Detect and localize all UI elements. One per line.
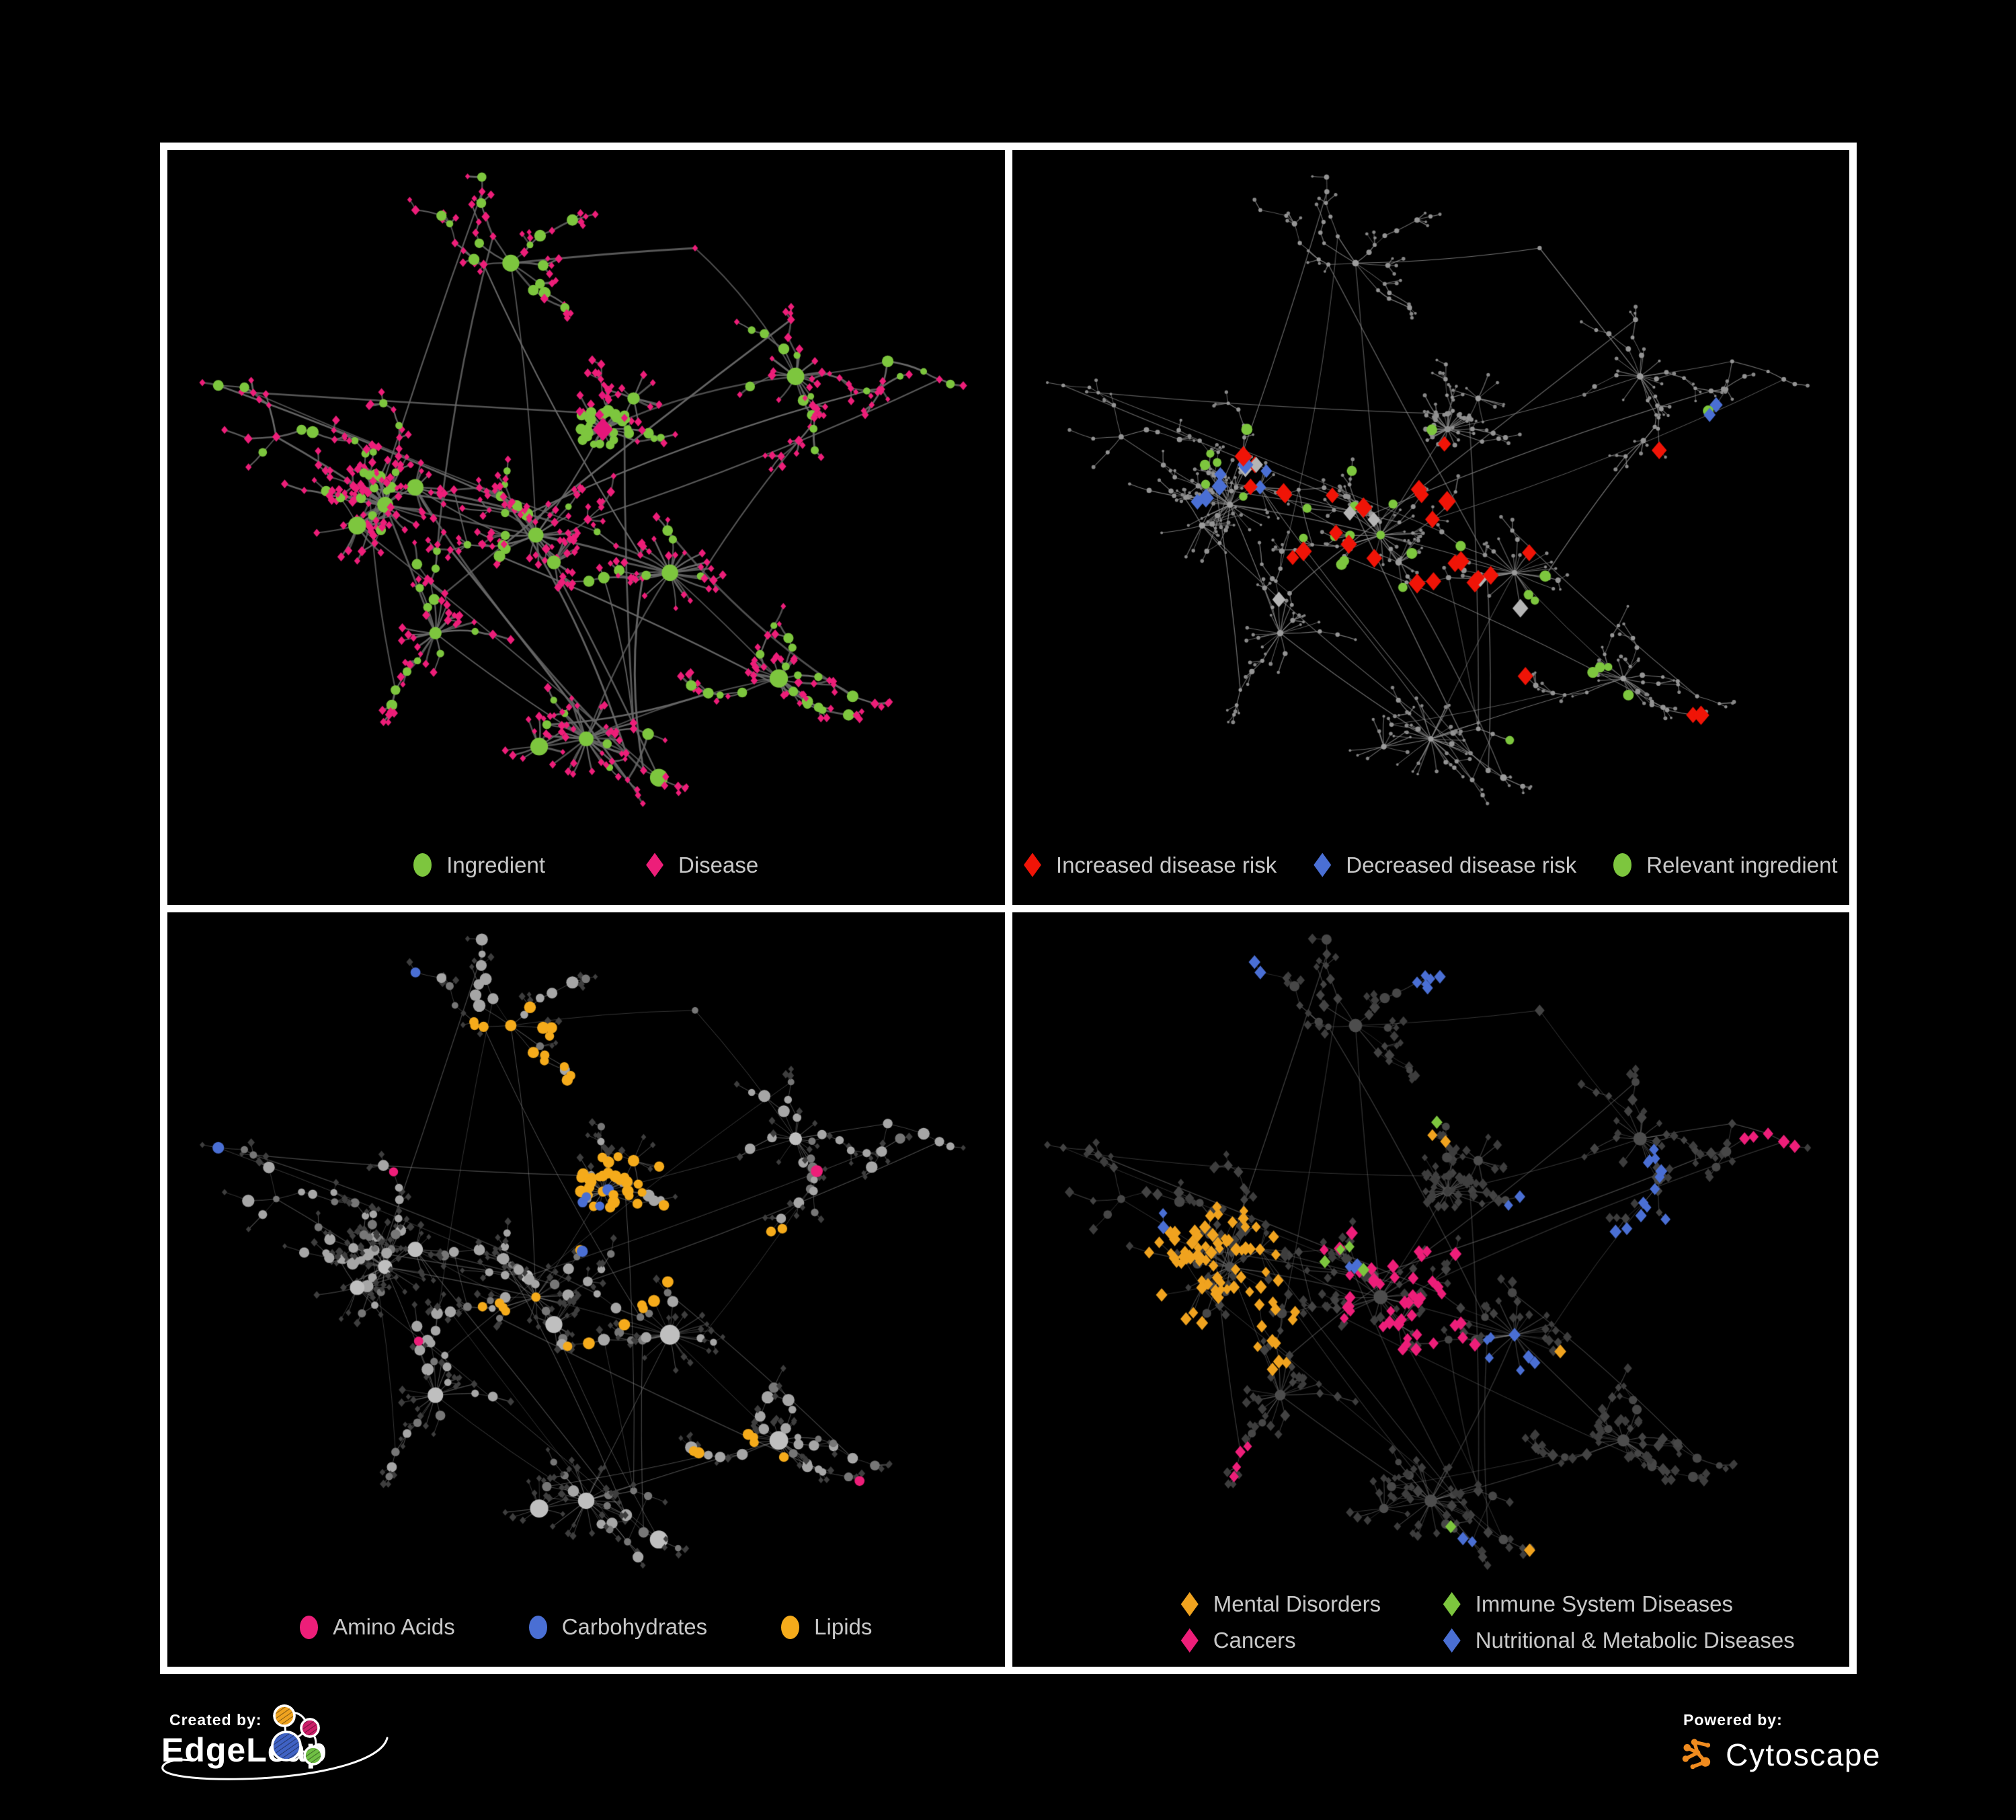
edgeleap-network-icon xyxy=(271,1704,323,1766)
legend-item: Carbohydrates xyxy=(528,1614,708,1640)
legend-diamond-icon xyxy=(646,853,664,877)
network-canvas-disease-class xyxy=(1012,912,1849,1667)
panel-ingredient-disease: Ingredient Disease xyxy=(167,150,1005,905)
legend-item: Nutritional & Metabolic Diseases xyxy=(1443,1628,1795,1653)
legend-item: Mental Disorders xyxy=(1180,1591,1443,1617)
panel-grid: Ingredient Disease Increased disease risk… xyxy=(160,143,1857,1674)
legend-diamond-icon xyxy=(1314,853,1332,877)
legend-disease-class: Mental Disorders Immune System Diseases Ca… xyxy=(1127,1591,1850,1653)
legend-label: Cancers xyxy=(1213,1628,1296,1653)
network-canvas-nutrient-class xyxy=(167,912,1005,1667)
panel-disease-risk: Increased disease risk Decreased disease … xyxy=(1012,150,1850,905)
legend-circle-icon xyxy=(781,1615,800,1639)
legend-diamond-icon xyxy=(1443,1592,1461,1616)
legend-label: Nutritional & Metabolic Diseases xyxy=(1475,1628,1795,1653)
legend-item: Immune System Diseases xyxy=(1443,1591,1795,1617)
legend-item: Increased disease risk xyxy=(1023,852,1277,878)
legend-label: Increased disease risk xyxy=(1055,852,1277,877)
edgeleap-wordmark: EdgeLeap xyxy=(161,1731,327,1769)
legend-label: Carbohydrates xyxy=(561,1614,708,1639)
legend-label: Lipids xyxy=(814,1614,873,1639)
legend-item: Cancers xyxy=(1180,1628,1443,1653)
legend-item: Decreased disease risk xyxy=(1314,853,1576,878)
network-canvas-ingredient-disease xyxy=(167,150,1005,905)
legend-ingredient-disease: Ingredient Disease xyxy=(167,853,1005,878)
legend-circle-icon xyxy=(300,1615,319,1639)
legend-label: Mental Disorders xyxy=(1213,1591,1381,1616)
legend-diamond-icon xyxy=(1180,1628,1199,1653)
created-by-label: Created by: xyxy=(169,1711,262,1729)
cytoscape-wordmark: Cytoscape xyxy=(1726,1737,1881,1772)
cytoscape-logo-icon xyxy=(1682,1739,1711,1770)
legend-label: Immune System Diseases xyxy=(1475,1591,1734,1616)
legend-item: Relevant ingredient xyxy=(1613,852,1838,878)
network-canvas-disease-risk xyxy=(1012,150,1849,905)
legend-label: Relevant ingredient xyxy=(1646,852,1838,877)
legend-diamond-icon xyxy=(1443,1628,1461,1653)
legend-label: Decreased disease risk xyxy=(1346,852,1577,877)
legend-diamond-icon xyxy=(1180,1592,1199,1616)
powered-by-label: Powered by: xyxy=(1683,1711,1783,1729)
cytoscape-credit: Powered by: xyxy=(1679,1711,1881,1775)
legend-item: Amino Acids xyxy=(300,1614,455,1640)
legend-item: Lipids xyxy=(781,1614,872,1640)
legend-nutrient-class: Amino Acids Carbohydrates Lipids xyxy=(167,1614,1005,1640)
legend-diamond-icon xyxy=(1023,853,1041,877)
legend-circle-icon xyxy=(1613,853,1632,877)
legend-label: Amino Acids xyxy=(333,1614,455,1639)
panel-disease-class: Mental Disorders Immune System Diseases Ca… xyxy=(1012,912,1850,1667)
panel-nutrient-class: Amino Acids Carbohydrates Lipids xyxy=(167,912,1005,1667)
legend-label: Disease xyxy=(678,852,759,877)
legend-circle-icon xyxy=(528,1615,547,1639)
legend-item: Disease xyxy=(646,853,758,878)
edgeleap-credit: Created by: EdgeLeap xyxy=(161,1704,538,1812)
legend-circle-icon xyxy=(413,853,432,877)
legend-disease-risk: Increased disease risk Decreased disease … xyxy=(1012,853,1850,878)
legend-label: Ingredient xyxy=(446,852,546,877)
legend-item: Ingredient xyxy=(413,853,545,878)
